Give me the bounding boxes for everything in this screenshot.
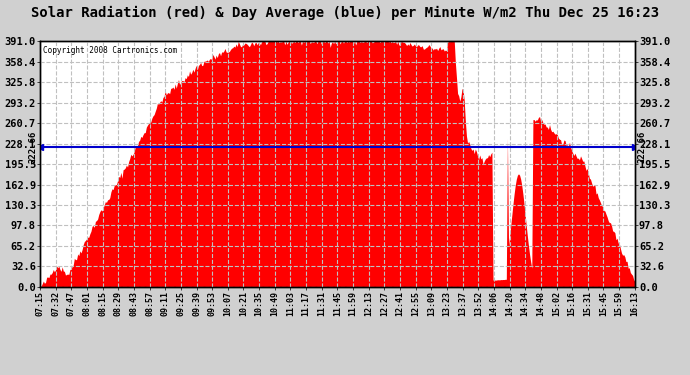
Text: Copyright 2008 Cartronics.com: Copyright 2008 Cartronics.com <box>43 46 177 55</box>
Text: 222.66: 222.66 <box>638 131 647 163</box>
Text: Solar Radiation (red) & Day Average (blue) per Minute W/m2 Thu Dec 25 16:23: Solar Radiation (red) & Day Average (blu… <box>31 6 659 20</box>
Text: 222.66: 222.66 <box>28 131 37 163</box>
